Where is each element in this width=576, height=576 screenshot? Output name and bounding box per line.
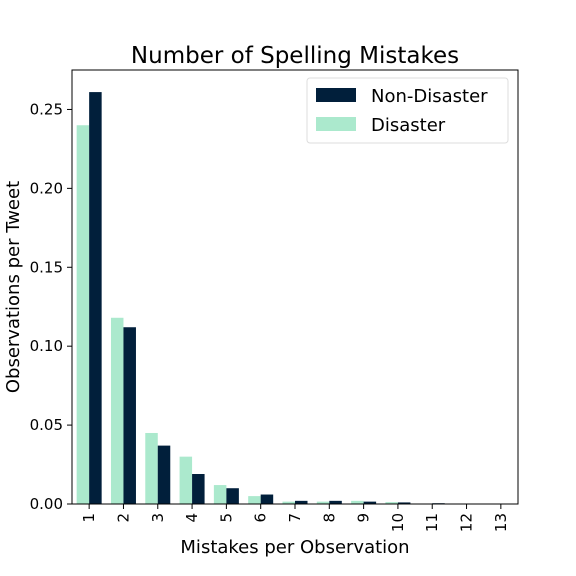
y-axis-label: Observations per Tweet — [3, 181, 24, 393]
bar-non-disaster-7 — [295, 500, 308, 504]
x-tick-label: 6 — [252, 513, 270, 523]
x-tick-label: 9 — [355, 513, 373, 523]
legend: Non-Disaster Disaster — [306, 77, 509, 144]
x-tick-label: 2 — [114, 513, 132, 523]
x-tick-label: 4 — [183, 513, 201, 523]
bar-non-disaster-5 — [226, 488, 239, 504]
bar-non-disaster-9 — [363, 501, 377, 504]
bar-disaster-8 — [316, 501, 330, 504]
bar-disaster-9 — [351, 500, 364, 504]
bar-non-disaster-1 — [89, 92, 102, 504]
legend-swatch-disaster — [316, 117, 356, 131]
bar-disaster-7 — [282, 501, 295, 504]
bars-group — [76, 92, 445, 505]
y-tick-label: 0.15 — [30, 258, 63, 276]
x-tick-label: 8 — [320, 513, 338, 523]
y-tick-label: 0.25 — [30, 100, 63, 118]
bar-disaster-1 — [76, 125, 90, 505]
x-tick-label: 7 — [286, 513, 304, 523]
bar-disaster-4 — [179, 456, 193, 504]
bar-non-disaster-6 — [260, 494, 274, 504]
y-axis: 0.00 0.05 0.10 0.15 0.20 0.25 — [30, 100, 72, 513]
x-axis-label: Mistakes per Observation — [180, 537, 409, 558]
bar-non-disaster-10 — [397, 502, 411, 504]
chart-title: Number of Spelling Mistakes — [131, 43, 459, 69]
y-tick-label: 0.10 — [30, 337, 63, 355]
bar-non-disaster-4 — [192, 474, 205, 504]
x-tick-label: 3 — [149, 513, 167, 523]
x-tick-label: 12 — [458, 513, 476, 532]
legend-swatch-non-disaster — [316, 88, 356, 102]
x-axis: 1 2 3 4 5 6 7 8 9 10 11 12 13 — [80, 504, 510, 532]
y-tick-label: 0.05 — [30, 416, 63, 434]
bar-disaster-3 — [145, 432, 158, 504]
bar-non-disaster-8 — [329, 500, 342, 504]
x-tick-label: 13 — [492, 513, 510, 532]
x-tick-label: 10 — [389, 513, 407, 532]
x-tick-label: 11 — [423, 513, 441, 532]
bar-non-disaster-2 — [123, 327, 136, 504]
x-tick-label: 5 — [217, 513, 235, 523]
bar-disaster-2 — [110, 317, 124, 504]
bar-disaster-6 — [248, 496, 261, 504]
y-tick-label: 0.20 — [30, 179, 63, 197]
legend-frame — [306, 77, 509, 144]
legend-label-non-disaster: Non-Disaster — [371, 86, 488, 107]
y-tick-label: 0.00 — [30, 495, 63, 513]
bar-disaster-10 — [385, 502, 398, 504]
legend-label-disaster: Disaster — [371, 115, 446, 136]
bar-disaster-5 — [213, 485, 227, 504]
bar-non-disaster-3 — [157, 445, 171, 504]
x-tick-label: 1 — [80, 513, 98, 523]
